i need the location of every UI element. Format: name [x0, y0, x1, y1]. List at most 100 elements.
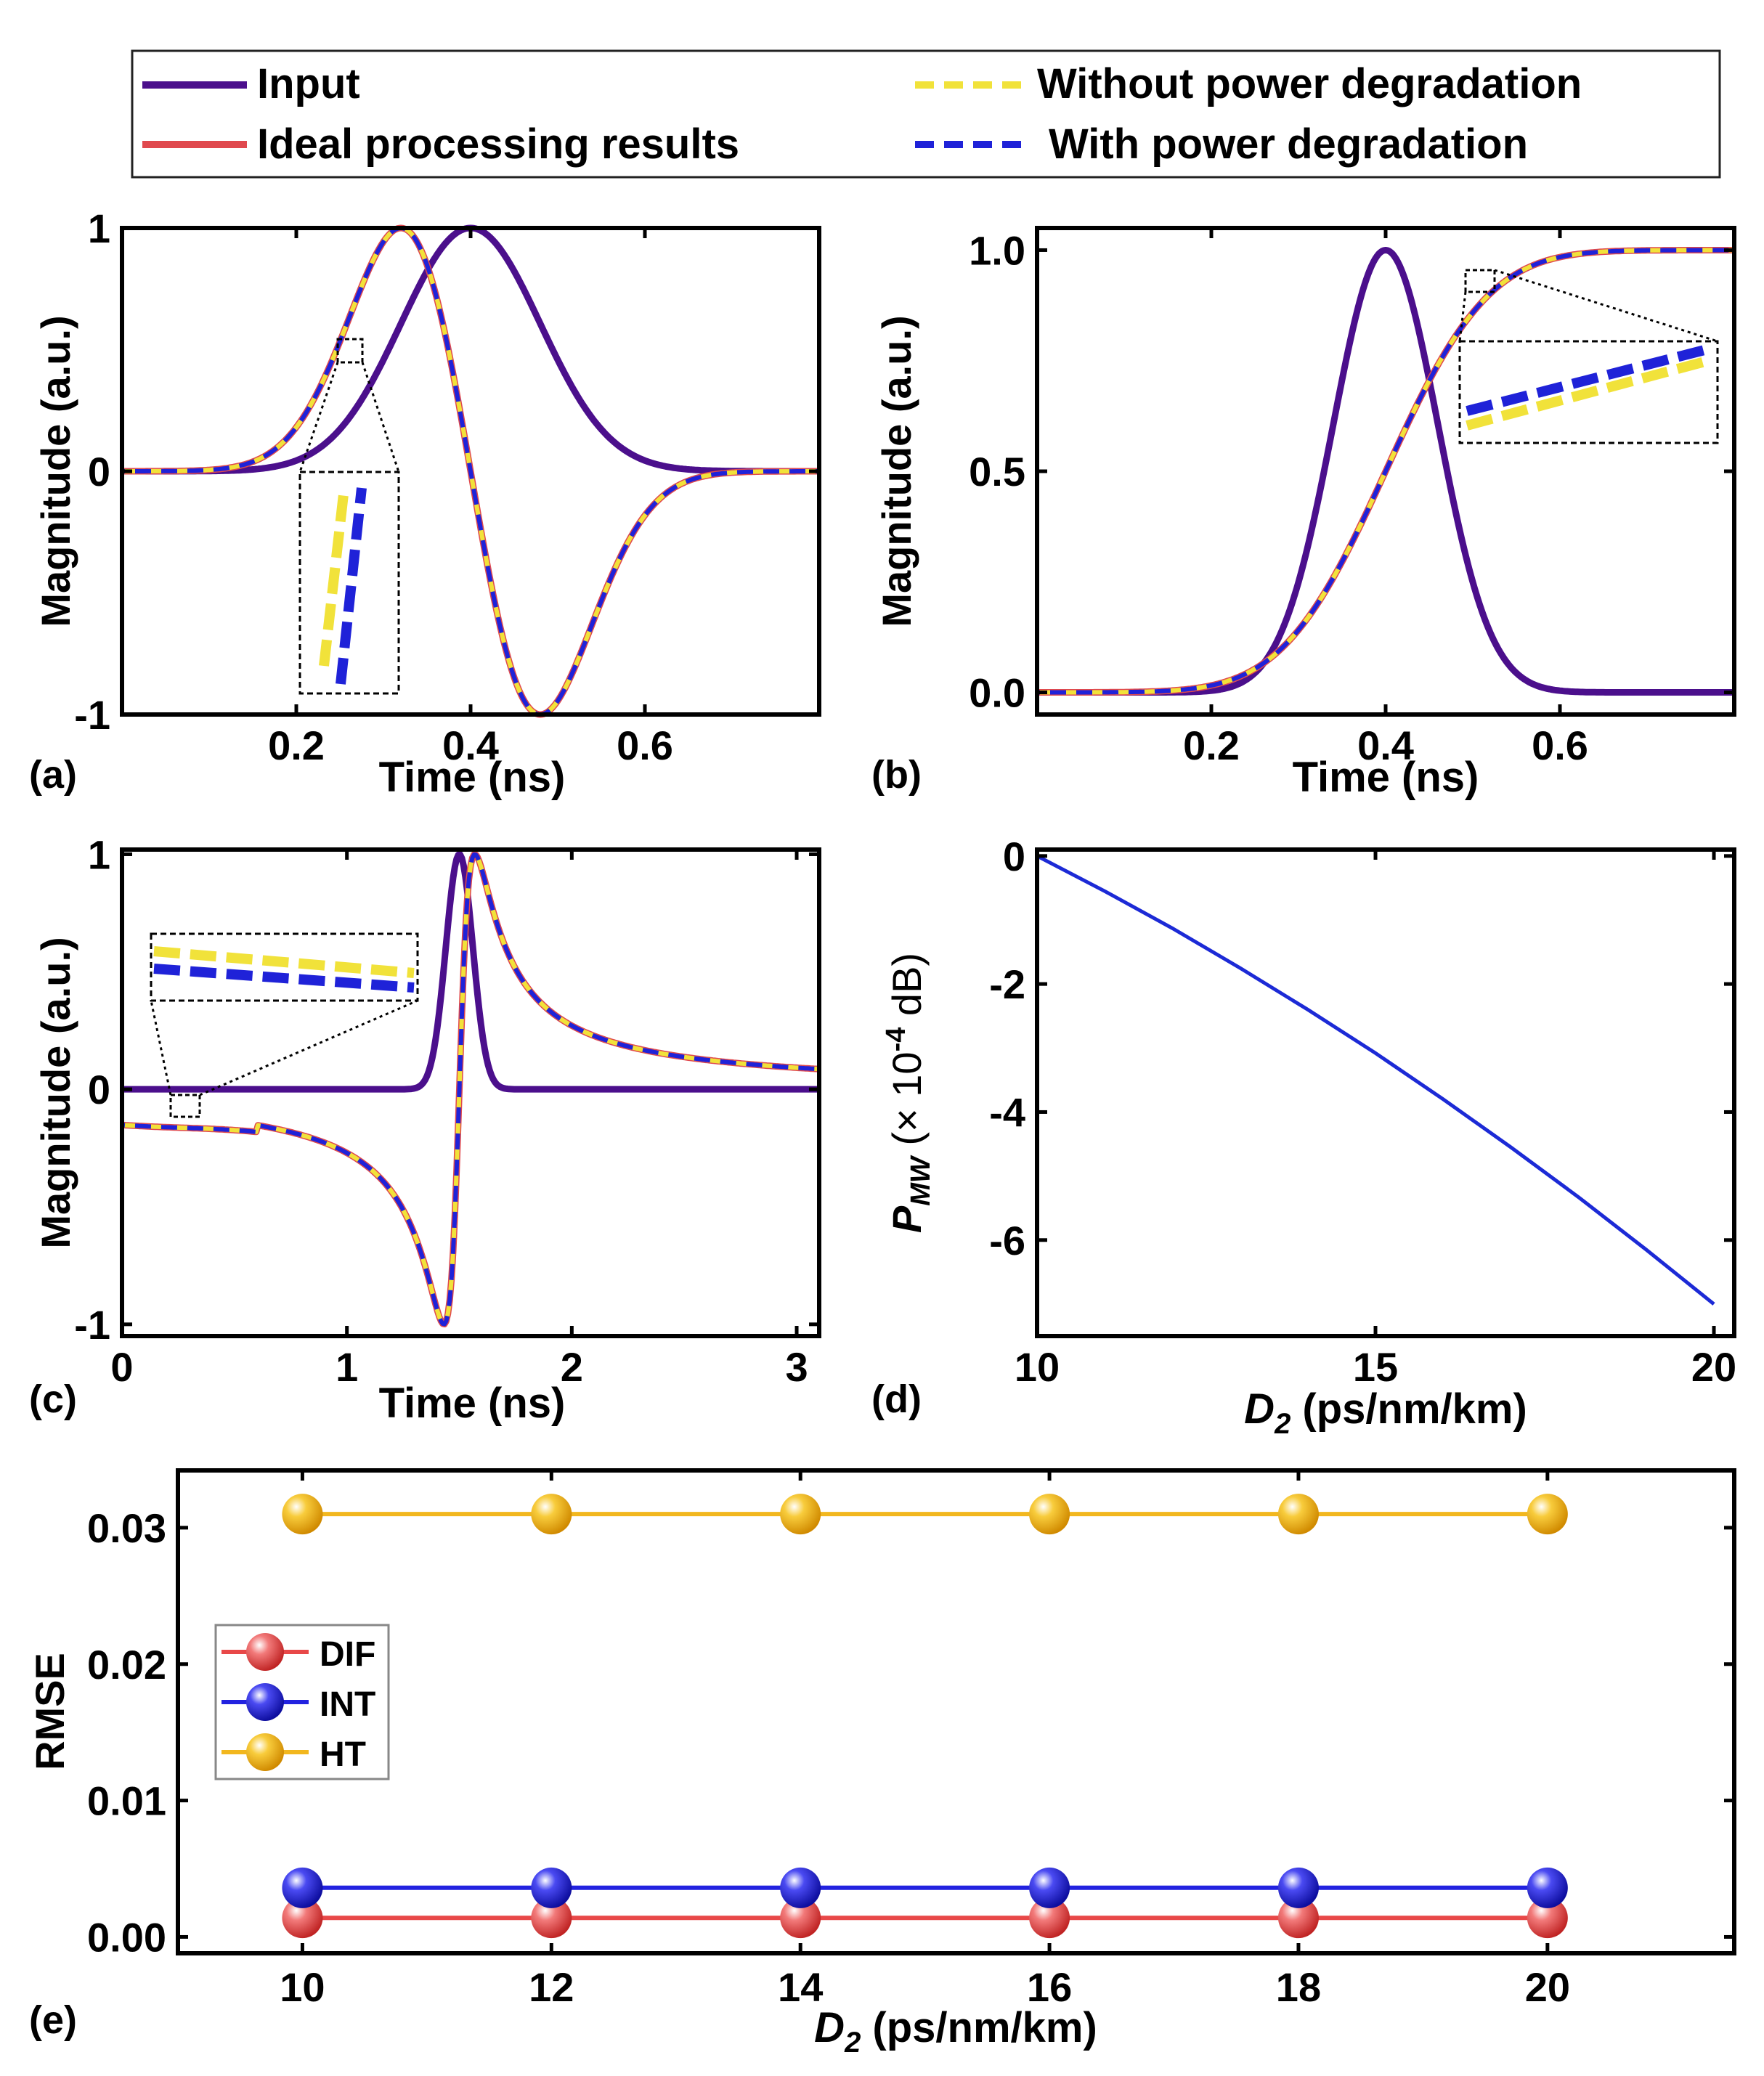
y-tick-label: 0.5: [969, 449, 1025, 494]
panel-c-xlabel: Time (ns): [379, 1380, 566, 1427]
y-tick-label: -2: [989, 961, 1025, 1007]
panel-d-xlabel: D2 (ps/nm/km): [1244, 1385, 1527, 1440]
inset-b-without-trace: [1466, 355, 1712, 431]
y-tick-label: 0: [88, 1067, 110, 1112]
y-tick-label: -1: [74, 1302, 110, 1348]
panel-d-ticks: 10 15 20 0 -2 -4 -6: [989, 834, 1736, 1390]
y-tick-label: 1.0: [969, 227, 1025, 273]
legend-label-ideal: Ideal processing results: [257, 121, 739, 168]
panel-b-xlabel: Time (ns): [1293, 754, 1479, 801]
series-dif-point: [531, 1897, 572, 1939]
x-tick-label: 0: [110, 1344, 133, 1390]
y-tick-label: 1: [88, 205, 110, 251]
panel-e-xlabel-symbol: D: [814, 2004, 845, 2051]
y-tick-label: 0.02: [87, 1642, 166, 1688]
top-legend: Input Ideal processing results Without p…: [131, 49, 1721, 179]
panel-b: 0.2 0.4 0.6 0.0 0.5 1.0 Magnitude (a.u.) Time…: [871, 226, 1736, 801]
y-tick-label: 0.03: [87, 1505, 166, 1551]
legend-label-input: Input: [257, 60, 360, 107]
panel-e-frame: [176, 1468, 1736, 1955]
panel-c-tag: (c): [29, 1377, 77, 1421]
x-tick-label: 20: [1525, 1964, 1570, 2010]
x-tick-label: 12: [529, 1964, 574, 2010]
y-tick-label: 0.0: [969, 670, 1025, 716]
panel-d-ylabel-exponent: -4: [881, 1027, 911, 1052]
panel-a-curves: [120, 224, 821, 718]
inset-b-connector-left: [1458, 291, 1467, 342]
panel-c-ylabel: Magnitude (a.u.): [33, 937, 78, 1248]
inset-b-marker: [1464, 269, 1496, 293]
series-dif-point: [780, 1897, 821, 1939]
panel-e-xlabel: D2 (ps/nm/km): [814, 2004, 1097, 2059]
y-tick-label: -1: [74, 692, 110, 738]
legend-e-ht-label: HT: [320, 1735, 366, 1774]
panel-c-frame: [120, 847, 821, 1338]
panel-c-ticks: 0 1 2 3-101: [74, 831, 819, 1390]
panel-d-frame: [1035, 847, 1736, 1338]
panel-e-xlabel-subscript: 2: [844, 2027, 861, 2059]
inset-a-box: [298, 471, 400, 695]
series-without-power-degradation-line: [1036, 248, 1735, 695]
panel-d: 10 15 200-2-4-6 PMW (× 10-4 dB) D2 (ps/nm/…: [871, 834, 1736, 1440]
series-int-point: [1277, 1867, 1319, 1908]
panel-d-ylabel-symbol: P: [884, 1205, 930, 1233]
x-tick-label: 0.2: [1183, 722, 1240, 768]
inset-c-with-trace: [153, 964, 415, 993]
panel-d-xlabel-symbol: D: [1244, 1385, 1275, 1433]
series-pmw-line: [1036, 854, 1715, 1306]
inset-b-connector-right: [1494, 269, 1718, 343]
inset-a-marker: [336, 338, 364, 364]
series-ht-point: [780, 1494, 821, 1535]
series-with-power-degradation-line: [121, 226, 820, 717]
series-ht-point: [282, 1494, 323, 1535]
panel-d-ylabel-subscript: MW: [906, 1155, 936, 1206]
x-tick-label: 0.2: [268, 722, 325, 768]
series-without-power-degradation-line: [121, 852, 820, 1327]
legend-e-ht-marker: [246, 1733, 284, 1771]
y-tick-label: 0: [88, 449, 110, 494]
series-dif-point: [1527, 1897, 1568, 1939]
panel-d-ylabel-prefix: (× 10: [884, 1051, 930, 1157]
legend-e-dif-label: DIF: [320, 1635, 375, 1674]
series-ht-point: [1277, 1494, 1319, 1535]
panel-c-curves: [120, 851, 821, 1327]
legend-e-int-label: INT: [320, 1685, 375, 1724]
inset-c-connector-right: [199, 999, 418, 1096]
series-int-point: [531, 1867, 572, 1908]
panel-a-xlabel: Time (ns): [379, 754, 566, 801]
y-tick-label: -6: [989, 1218, 1025, 1263]
legend-label-with: With power degradation: [1049, 121, 1528, 168]
panel-a-ylabel: Magnitude (a.u.): [33, 315, 78, 627]
panel-d-xlabel-subscript: 2: [1274, 1408, 1291, 1440]
x-tick-label: 16: [1027, 1964, 1072, 2010]
x-tick-label: 0.4: [442, 722, 499, 768]
panel-c: 0 1 2 3-101 Magnitude (a.u.) Time (ns) (c): [29, 831, 821, 1427]
x-tick-label: 20: [1691, 1344, 1736, 1390]
inset-a-without-trace: [319, 487, 349, 667]
panel-e-ylabel: RMSE: [27, 1653, 73, 1770]
y-tick-label: -4: [989, 1089, 1025, 1135]
panel-a-inset: [298, 338, 400, 695]
panel-a-tag: (a): [29, 753, 77, 797]
top-legend-frame: [131, 49, 1721, 179]
panel-a-ticks: 0.2 0.4 0.6 -1 0 1: [74, 205, 819, 768]
y-tick-label: 0.00: [87, 1914, 166, 1960]
x-tick-label: 10: [280, 1964, 325, 2010]
panel-d-ylabel: PMW (× 10-4 dB): [881, 953, 936, 1233]
series-int-point: [282, 1867, 323, 1908]
series-int-point: [1527, 1867, 1568, 1908]
inset-a-with-trace: [336, 487, 367, 685]
series-ht-point: [1527, 1494, 1568, 1535]
panel-e-xlabel-rest: (ps/nm/km): [861, 2004, 1097, 2051]
legend-label-without: Without power degradation: [1037, 60, 1582, 107]
panel-e-curves: [282, 1494, 1568, 1939]
panel-b-ticks: 0.2 0.4 0.6 0.0 0.5 1.0: [969, 227, 1734, 768]
panel-d-curves: [1036, 854, 1715, 1306]
series-without-power-degradation-line: [121, 226, 820, 717]
series-dif-point: [1277, 1897, 1319, 1939]
y-tick-label: 0: [1003, 834, 1025, 879]
x-tick-label: 1: [336, 1344, 358, 1390]
series-dif-point: [282, 1897, 323, 1939]
series-with-power-degradation-line: [121, 852, 820, 1327]
